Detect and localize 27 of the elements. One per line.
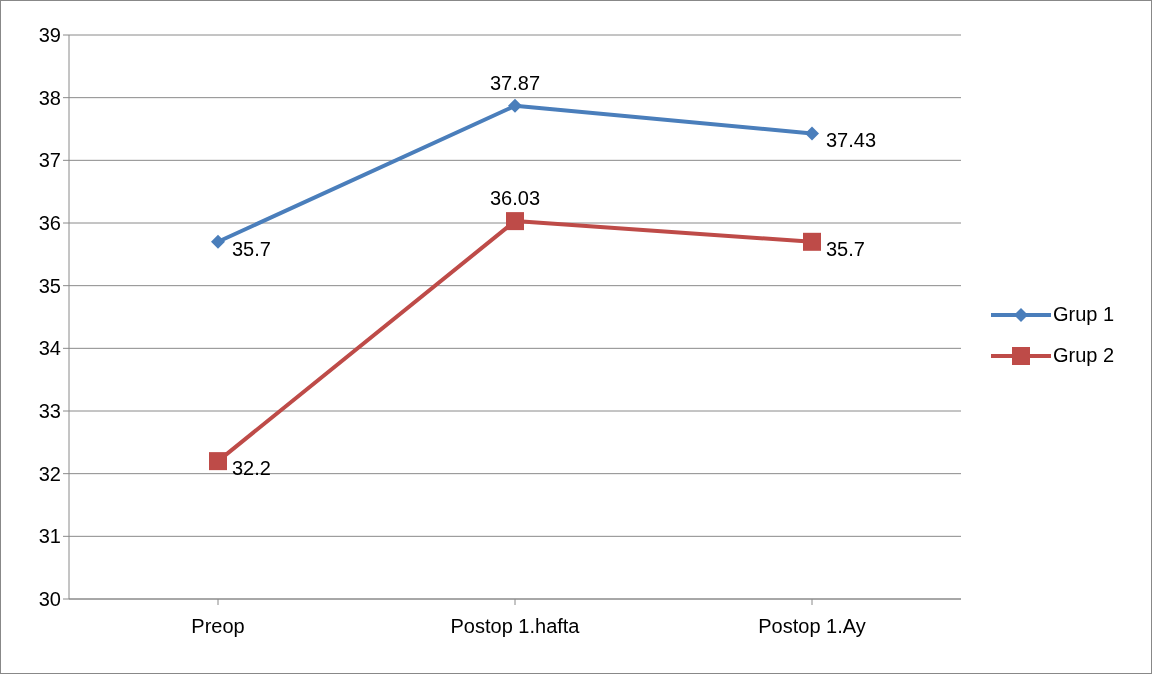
y-tick-label: 35 [38, 274, 61, 297]
legend-label: Grup 2 [1053, 344, 1115, 367]
y-tick-label: 32 [38, 462, 61, 485]
point [211, 234, 225, 249]
y-tick-label: 39 [38, 24, 61, 47]
y-tick-label: 31 [38, 525, 61, 548]
x-tick-label: Preop [191, 615, 245, 638]
point [508, 98, 522, 113]
y-tick-label: 33 [38, 400, 61, 423]
data-label: 32.2 [232, 457, 271, 480]
y-tick-label: 34 [38, 337, 61, 360]
data-label: 37.87 [489, 71, 541, 94]
point [803, 232, 821, 251]
y-tick-label: 36 [38, 212, 61, 235]
point [506, 212, 524, 231]
y-tick-label: 37 [38, 149, 61, 172]
y-tick-label: 38 [38, 86, 61, 109]
data-label: 37.43 [826, 129, 877, 152]
point [805, 126, 819, 141]
y-tick-label: 30 [38, 588, 61, 611]
x-tick-label: Postop 1.hafta [450, 615, 581, 638]
data-label: 35.7 [232, 237, 271, 260]
legend-label: Grup 1 [1053, 303, 1115, 326]
x-tick-label: Postop 1.Ay [758, 615, 866, 638]
point [209, 452, 227, 471]
data-label: 36.03 [489, 187, 541, 210]
data-label: 35.7 [826, 237, 865, 260]
